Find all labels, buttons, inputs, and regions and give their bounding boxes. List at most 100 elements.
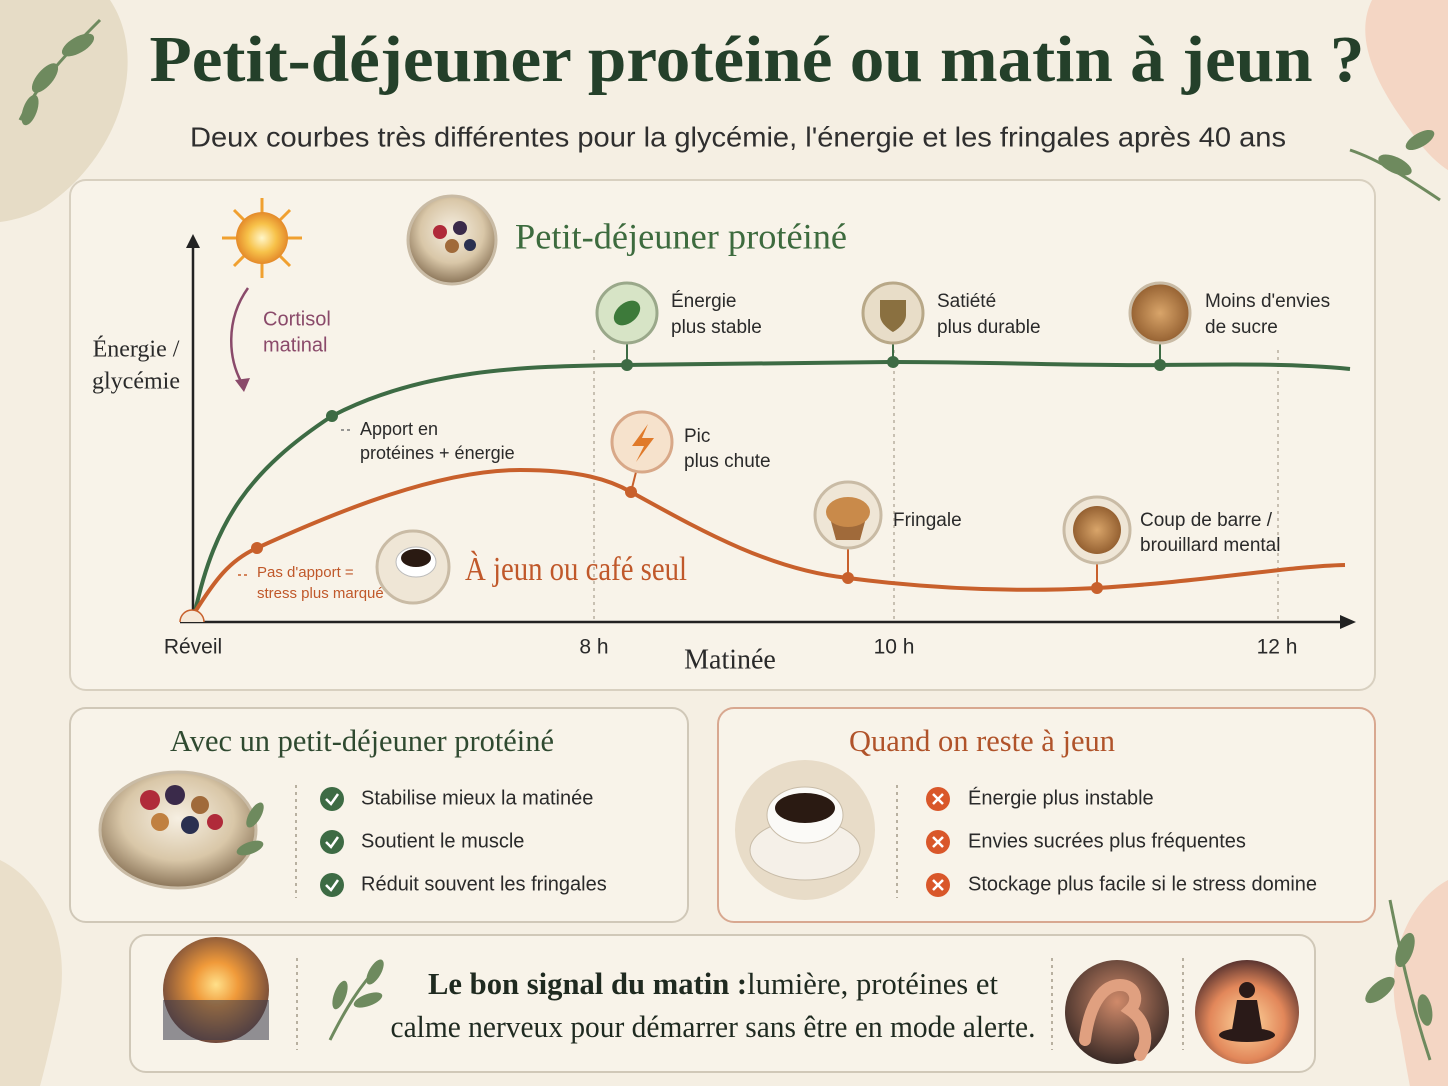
- decoration: [332, 980, 348, 1010]
- sea: [163, 1000, 269, 1040]
- cortisol-arrow: [230, 287, 250, 386]
- footer-line: calme nerveux pour démarrer sans être en…: [391, 1009, 1036, 1044]
- start-note: Apport en: [360, 419, 438, 439]
- curve-dot: [1091, 582, 1103, 594]
- x-tick-label: 12 h: [1257, 636, 1298, 659]
- x-tick-label: 8 h: [579, 636, 608, 659]
- x-tick-label: 10 h: [874, 636, 915, 659]
- panel-item: Stockage plus facile si le stress domine: [968, 873, 1317, 895]
- annotation: plus chute: [684, 451, 771, 472]
- decoration: [61, 33, 95, 57]
- panel-item: Envies sucrées plus fréquentes: [968, 830, 1246, 852]
- risks-panel: [717, 707, 1376, 923]
- annotation: Satiété: [937, 291, 996, 312]
- decoration: [1388, 899, 1432, 1061]
- decoration: [207, 814, 223, 830]
- panel-item: Énergie plus instable: [968, 786, 1154, 809]
- leaf-icon-shape: [613, 300, 641, 326]
- decoration: [1365, 976, 1395, 1004]
- footer-panel: [129, 934, 1316, 1073]
- panel-leaf: [236, 802, 264, 856]
- decoration: [1417, 994, 1433, 1026]
- coffee-liquid: [401, 549, 431, 567]
- decoration: [1405, 129, 1435, 151]
- cortisol-arrow-head: [235, 378, 250, 392]
- footer-lead: Le bon signal du matin :: [428, 966, 747, 1001]
- curve-dot: [326, 410, 338, 422]
- start-note: stress plus marqué: [257, 585, 384, 602]
- cross-mark: [932, 793, 944, 805]
- decoration: [1232, 1000, 1262, 1030]
- corner-blob: [1393, 880, 1448, 1086]
- corner-blob: [1365, 0, 1448, 170]
- decoration: [236, 212, 288, 264]
- y-axis-label: glycémie: [92, 369, 180, 395]
- panel-item: Soutient le muscle: [361, 830, 524, 852]
- decoration: [21, 94, 39, 126]
- cookie-icon-shape: [1073, 506, 1121, 554]
- footer-leaf: [328, 959, 384, 1041]
- annotation: de sucre: [1205, 317, 1278, 338]
- annotation: Moins d'envies: [1205, 291, 1330, 312]
- decoration: [1219, 1028, 1275, 1042]
- check-icon: [320, 830, 344, 854]
- wake-marker: [179, 609, 205, 623]
- decoration: [353, 992, 383, 1008]
- check-icon: [320, 873, 344, 897]
- decoration: [236, 840, 264, 856]
- meditation-figure: [1219, 982, 1275, 1042]
- footer-text: lumière, protéines et: [747, 966, 998, 1001]
- annotation: brouillard mental: [1140, 535, 1280, 556]
- annotation: plus durable: [937, 317, 1041, 338]
- decoration: [366, 959, 384, 985]
- y-axis-arrow: [186, 234, 200, 248]
- curve-dot: [887, 356, 899, 368]
- subtitle: Deux courbes très différentes pour la gl…: [190, 121, 1286, 152]
- arm-shape: [1079, 978, 1152, 1061]
- check-mark: [325, 793, 340, 806]
- corner-blob: [0, 0, 128, 222]
- start-note: Pas d'apport =: [257, 564, 354, 581]
- annotation: plus stable: [671, 317, 762, 338]
- series-name: À jeun ou café seul: [465, 551, 687, 588]
- cross-mark: [932, 836, 944, 848]
- y-axis-label: Énergie /: [93, 337, 180, 363]
- decoration: [181, 816, 199, 834]
- nuts-icon: [1128, 281, 1192, 345]
- corner-blob: [0, 860, 62, 1086]
- curve-dot: [842, 572, 854, 584]
- decoration: [1239, 982, 1255, 998]
- decoration: [445, 239, 459, 253]
- x-tick-label: Réveil: [164, 636, 222, 659]
- bolt-icon-shape: [632, 424, 654, 462]
- coffee: [775, 793, 835, 823]
- curve-dot: [621, 359, 633, 371]
- check-mark: [325, 879, 340, 892]
- shield-icon-shape: [880, 300, 906, 332]
- panel-item: Réduit souvent les fringales: [361, 873, 607, 895]
- sun-icon: [222, 198, 302, 278]
- decoration: [151, 813, 169, 831]
- title: Petit-déjeuner protéiné ou matin à jeun …: [150, 23, 1365, 96]
- decoration: [246, 802, 264, 828]
- decoration: [433, 225, 447, 239]
- x-axis-label: Matinée: [684, 644, 776, 675]
- panel-items: Stabilise mieux la matinée Soutient le mu…: [320, 786, 1317, 897]
- annotation: Énergie: [671, 291, 737, 312]
- guide-lines: [593, 350, 1279, 620]
- check-icon: [320, 787, 344, 811]
- annotation: Fringale: [893, 510, 962, 531]
- panel-item: Stabilise mieux la matinée: [361, 787, 593, 809]
- check-mark: [325, 836, 340, 849]
- decoration: [179, 609, 205, 623]
- annotation: Pic: [684, 426, 710, 447]
- decoration: [165, 785, 185, 805]
- panel-title: Avec un petit-déjeuner protéiné: [170, 723, 554, 758]
- cross-mark: [932, 879, 944, 891]
- start-note: protéines + énergie: [360, 443, 515, 463]
- decoration: [140, 790, 160, 810]
- arm-image: [1065, 960, 1169, 1064]
- bowl-toppings: [140, 785, 223, 834]
